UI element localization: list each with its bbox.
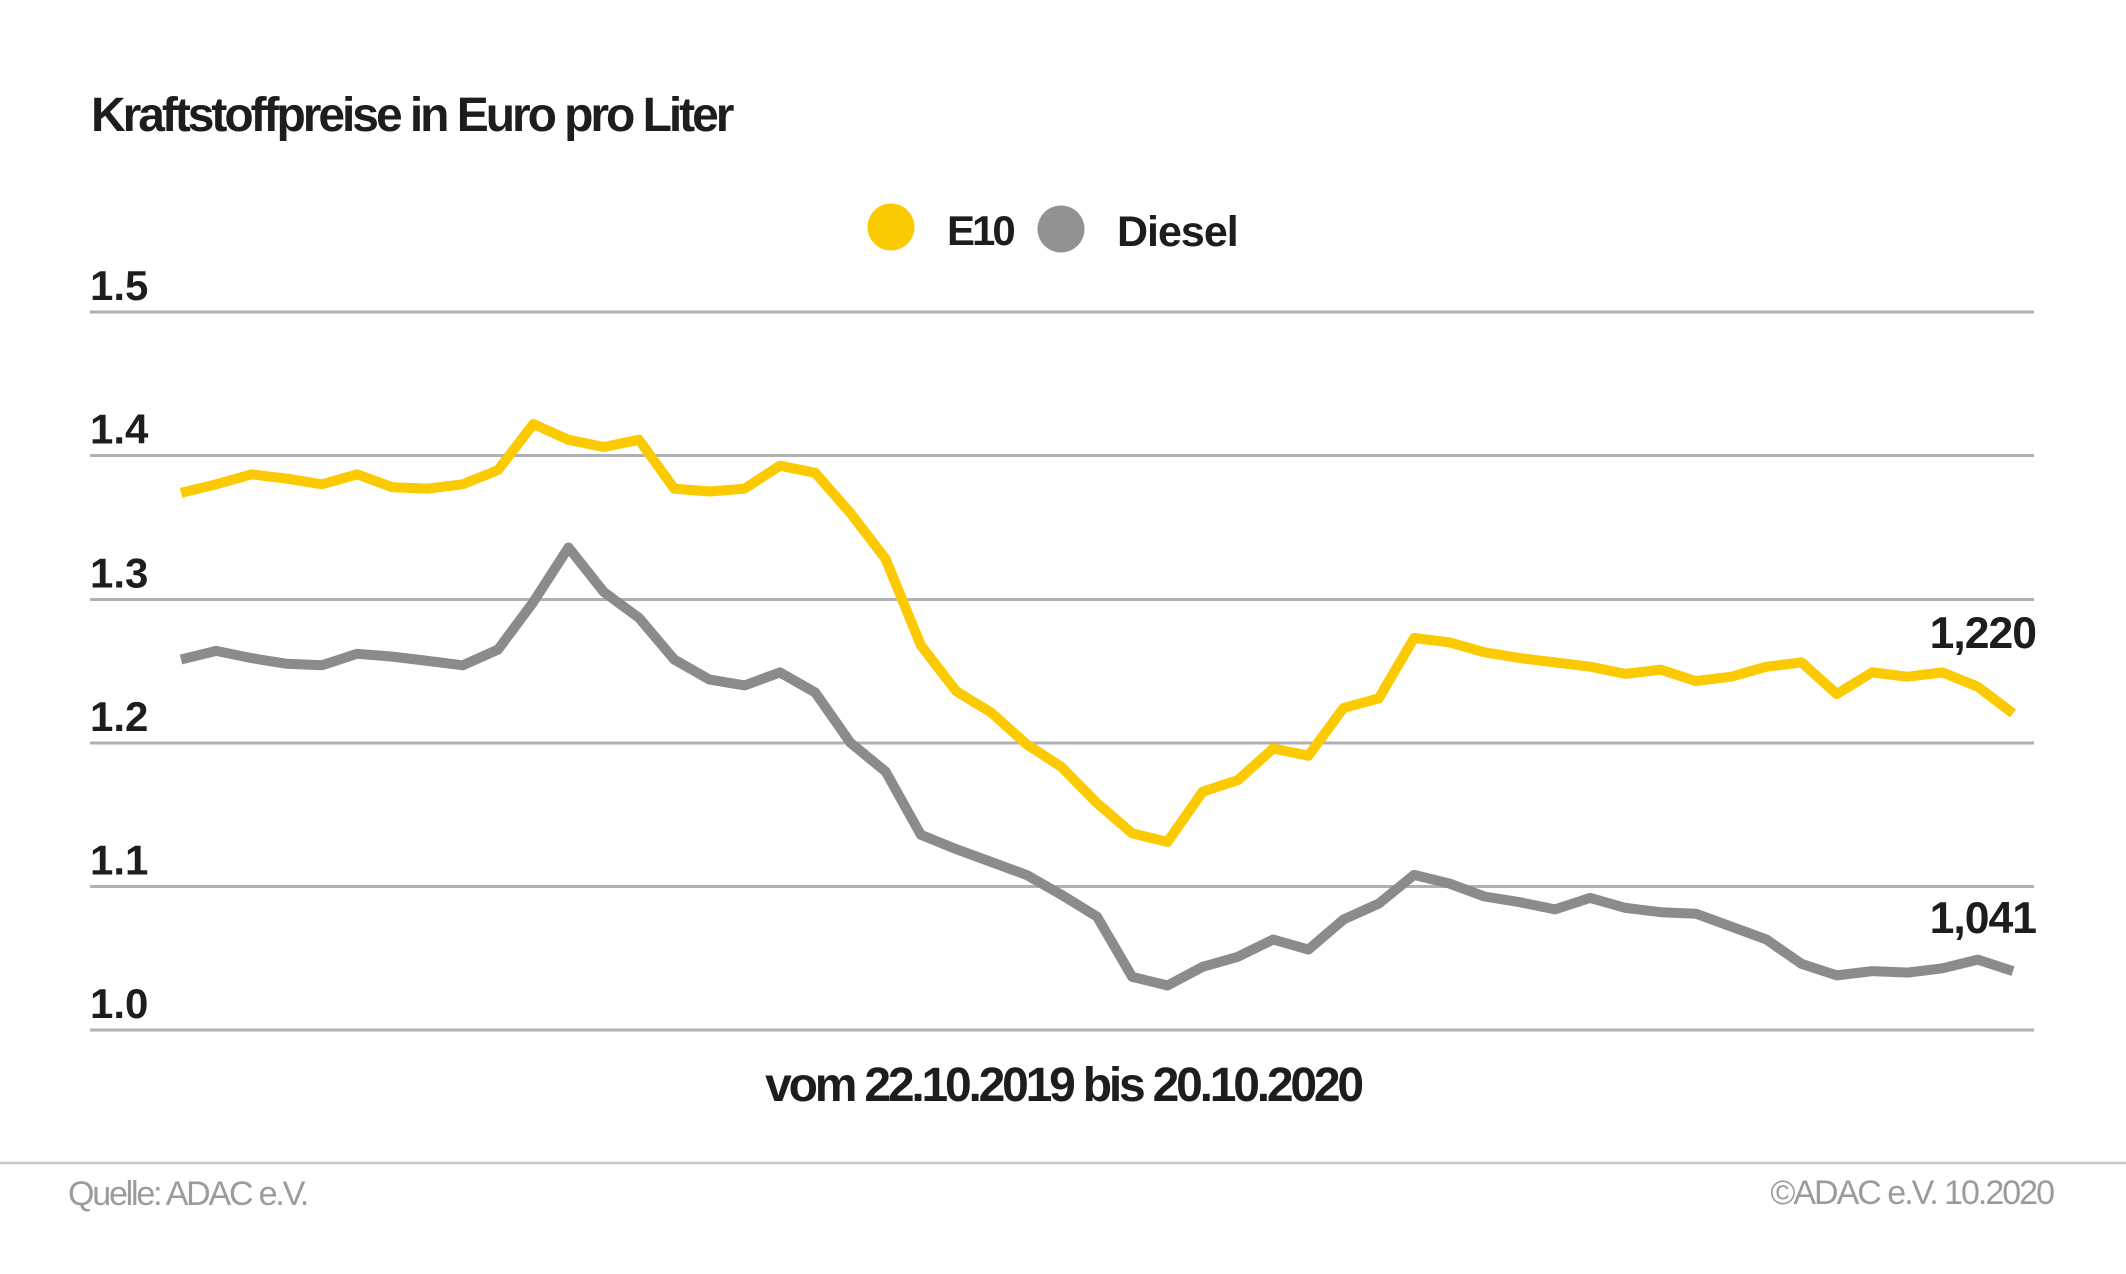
svg-text:1.5: 1.5 <box>90 262 148 309</box>
svg-text:1.2: 1.2 <box>90 693 148 740</box>
svg-text:Quelle: ADAC e.V.: Quelle: ADAC e.V. <box>68 1175 307 1213</box>
svg-text:vom 22.10.2019 bis 20.10.2020: vom 22.10.2019 bis 20.10.2020 <box>765 1059 1362 1112</box>
svg-text:Diesel: Diesel <box>1117 208 1238 256</box>
svg-text:©ADAC e.V. 10.2020: ©ADAC e.V. 10.2020 <box>1770 1174 2054 1212</box>
svg-text:1.1: 1.1 <box>90 837 148 884</box>
svg-text:1,041: 1,041 <box>1930 894 2037 943</box>
svg-text:1.0: 1.0 <box>90 980 148 1027</box>
svg-text:1.3: 1.3 <box>90 550 148 597</box>
svg-text:Kraftstoffpreise in Euro pro L: Kraftstoffpreise in Euro pro Liter <box>91 89 734 142</box>
svg-text:E10: E10 <box>947 207 1014 254</box>
svg-text:1.4: 1.4 <box>90 406 149 453</box>
svg-text:1,220: 1,220 <box>1930 609 2036 658</box>
